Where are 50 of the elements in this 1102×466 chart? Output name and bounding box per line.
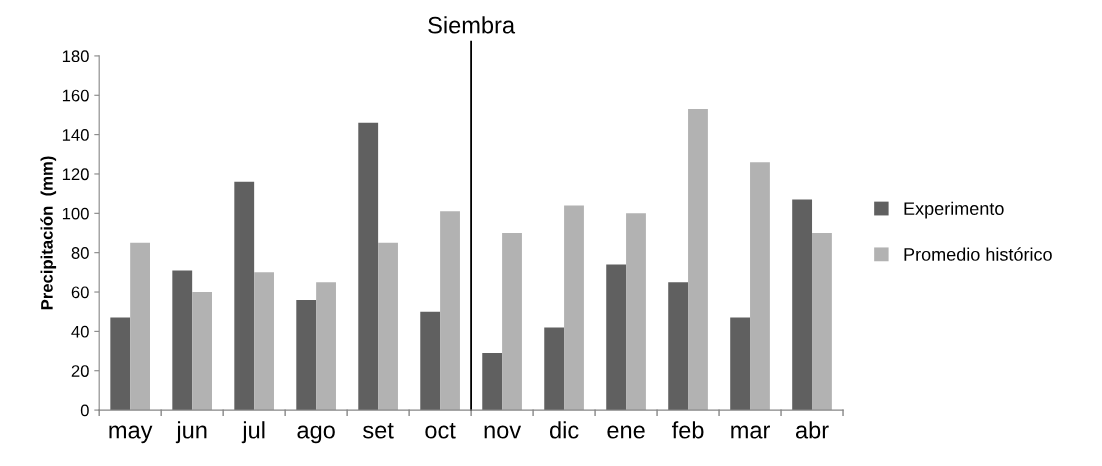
x-tick-label: nov	[484, 425, 522, 439]
bar	[688, 109, 708, 411]
y-tick-label: 100	[62, 207, 89, 220]
x-tick-label: feb	[671, 421, 704, 439]
x-tick-label: oct	[425, 423, 456, 439]
y-tick-label: 0	[80, 404, 89, 417]
bar	[172, 270, 193, 411]
bar	[502, 233, 522, 411]
y-axis-title: Precipitación (mm)	[40, 156, 57, 310]
legend-label: Experimento	[904, 201, 1004, 219]
x-tick-label: jul	[241, 421, 265, 444]
bar	[110, 317, 131, 411]
bar	[192, 292, 212, 411]
bar	[378, 242, 398, 411]
bar	[606, 264, 627, 411]
bar	[296, 299, 317, 411]
text: Siembra	[428, 16, 516, 34]
bar	[792, 199, 813, 411]
x-tick-label: dic	[549, 421, 579, 439]
bar	[626, 213, 646, 411]
x-tick-label: jun	[175, 421, 207, 444]
bar	[130, 242, 151, 411]
bar	[316, 282, 336, 411]
x-tick-label: may	[109, 425, 153, 444]
bar	[564, 205, 584, 411]
x-tick-label: ago	[297, 425, 335, 444]
bar	[668, 282, 689, 411]
x-tick-label: abr	[795, 421, 829, 439]
x-tick-label: set	[363, 423, 394, 439]
bar	[440, 211, 460, 411]
bar	[730, 317, 751, 411]
bar	[358, 122, 379, 411]
x-tick-label: ene	[607, 425, 645, 439]
y-tick-label: 140	[62, 129, 89, 141]
y-tick-label: 60	[71, 286, 89, 299]
bar	[544, 327, 565, 411]
y-tick-label: 120	[62, 168, 89, 181]
bar	[254, 272, 274, 411]
y-tick-label: 20	[71, 365, 89, 377]
y-tick-label: 160	[62, 89, 89, 102]
x-tick-label: mar	[731, 425, 770, 439]
bar	[750, 162, 770, 411]
legend-label: Promedio histórico	[904, 247, 1052, 261]
bar	[234, 181, 255, 411]
bar	[420, 311, 441, 411]
bar	[812, 233, 832, 411]
y-tick-label: 80	[71, 247, 89, 259]
bar	[482, 353, 503, 411]
y-tick-label: 180	[62, 50, 89, 63]
y-tick-label: 40	[71, 325, 89, 338]
